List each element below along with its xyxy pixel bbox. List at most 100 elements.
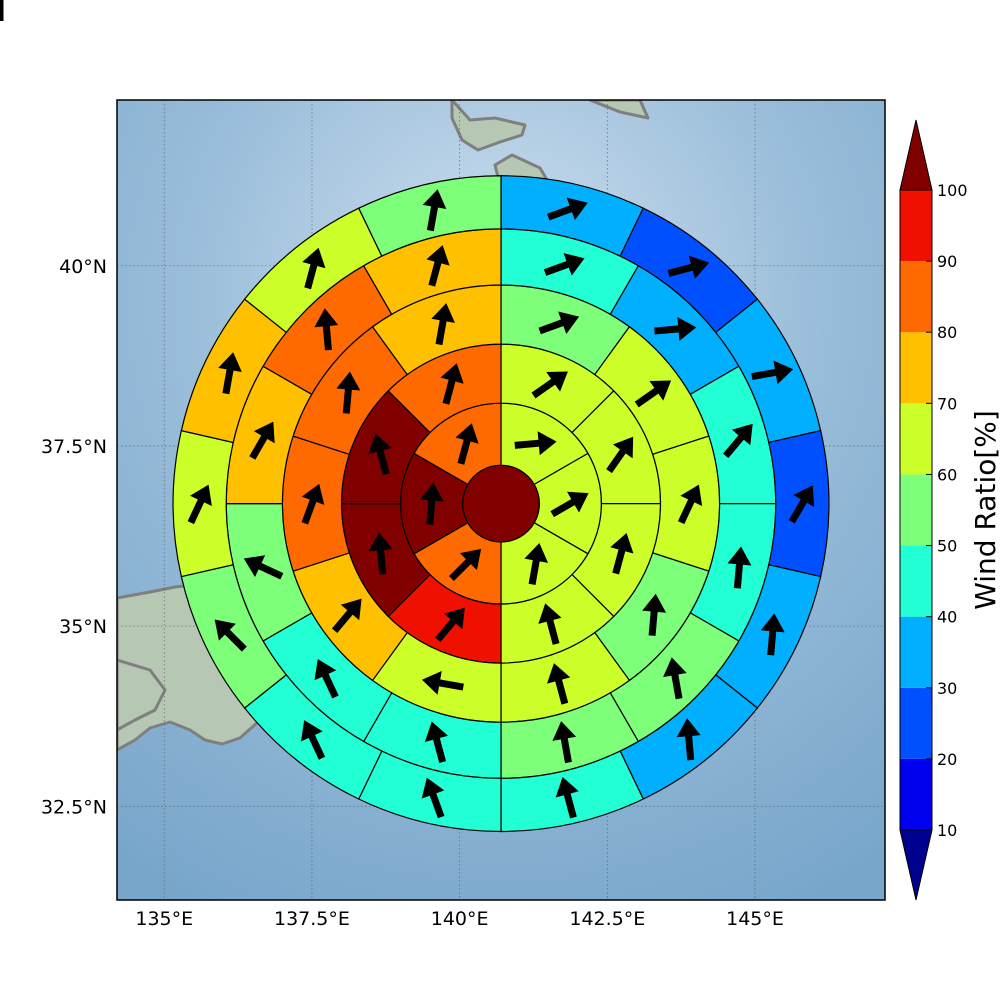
wind-arrow	[538, 311, 580, 335]
wind-arrow-shaft	[376, 548, 387, 575]
y-tick-label: 35°N	[59, 616, 107, 638]
wind-arrow	[667, 255, 710, 279]
wind-arrow	[426, 245, 450, 287]
wind-arrow	[760, 613, 785, 656]
wind-arrow-head	[760, 613, 785, 633]
colorbar-tick-label: 80	[937, 323, 957, 342]
wind-arrow-head	[677, 316, 697, 341]
wind-arrow	[676, 718, 701, 761]
wind-arrow	[642, 593, 667, 636]
wind-arrow-head	[558, 311, 580, 335]
wind-arrow-shaft	[654, 325, 681, 335]
wind-arrow-head	[426, 245, 450, 266]
wind-arrow-head	[424, 721, 449, 743]
wind-arrow	[368, 532, 393, 575]
sector-cells	[173, 176, 830, 833]
wind-arrow-shaft	[543, 260, 571, 276]
wind-arrow-shaft	[426, 204, 439, 232]
wind-arrow-head	[793, 485, 815, 508]
wind-arrow-head	[524, 543, 549, 563]
wind-arrow	[610, 533, 634, 575]
wind-arrow	[547, 663, 571, 705]
colorbar-tick-label: 10	[937, 821, 957, 840]
wind-arrow-shaft	[531, 377, 557, 399]
wind-arrow-shaft	[256, 562, 284, 580]
x-tick-label: 140°E	[431, 908, 489, 930]
wind-arrow-shaft	[528, 558, 541, 585]
wind-arrow-shaft	[723, 433, 746, 459]
wind-arrow-shaft	[547, 204, 574, 221]
wind-arrow-head	[688, 255, 710, 279]
wind-arrow-shaft	[751, 368, 779, 380]
colorbar-segment	[900, 758, 932, 830]
wind-arrow-shaft	[550, 498, 577, 518]
wind-arrow-head	[368, 433, 392, 455]
y-tick-label: 32.5°N	[41, 796, 107, 818]
x-tick-label: 145°E	[726, 908, 784, 930]
colorbar-segment	[900, 474, 932, 546]
sector-cell	[281, 435, 351, 572]
wind-arrow-head	[773, 360, 794, 385]
wind-arrow	[368, 433, 392, 476]
wind-arrow-head	[419, 482, 444, 502]
colorbar-segment	[900, 687, 932, 759]
wind-arrows	[0, 0, 815, 819]
wind-arrow-head	[680, 484, 703, 506]
wind-arrow-shaft	[376, 448, 390, 476]
wind-arrow-shaft	[331, 608, 354, 634]
wind-arrow	[543, 253, 585, 276]
colorbar-tick-label: 30	[937, 679, 957, 698]
colorbar-segment	[900, 332, 932, 404]
wind-arrow-shaft	[307, 733, 326, 760]
wind-arrow-head	[610, 533, 634, 554]
colorbar-segment	[900, 545, 932, 617]
wind-arrow-head	[563, 253, 585, 276]
wind-arrow-head	[422, 189, 447, 210]
wind-arrow-head	[421, 671, 442, 695]
wind-arrow-shaft	[187, 497, 205, 525]
wind-arrow	[243, 555, 284, 580]
wind-arrow-shaft	[249, 433, 269, 460]
wind-arrow-head	[431, 303, 455, 323]
wind-arrow-head	[727, 546, 752, 566]
wind-arrow-shaft	[437, 679, 464, 691]
colorbar-tick-label: 40	[937, 608, 957, 627]
wind-arrow-head	[676, 718, 701, 738]
wind-arrow-shaft	[788, 497, 808, 524]
wind-arrow	[300, 720, 326, 760]
colorbar-segment	[900, 616, 932, 688]
wind-arrow	[663, 657, 687, 700]
colorbar-tick-label: 60	[937, 465, 957, 484]
wind-arrow-head	[649, 380, 672, 401]
colorbar-segment	[900, 190, 932, 262]
wind-arrow-head	[440, 363, 464, 384]
wind-arrow	[538, 603, 562, 645]
wind-arrow-head	[555, 777, 579, 798]
wind-arrow	[524, 543, 549, 585]
y-tick-label: 37.5°N	[41, 436, 107, 458]
wind-arrow-shaft	[733, 562, 744, 589]
wind-arrow-shaft	[514, 439, 541, 449]
wind-arrow-shaft	[222, 367, 234, 395]
wind-arrow	[314, 308, 339, 351]
wind-arrow-shaft	[612, 547, 626, 575]
wind-arrow-shaft	[606, 447, 627, 474]
wind-arrow	[336, 371, 361, 414]
wind-arrow	[0, 0, 4, 21]
wind-arrow-head	[368, 532, 393, 552]
wind-arrow-shaft	[435, 318, 447, 346]
wind-arrow	[555, 777, 579, 819]
wind-arrow-shaft	[546, 617, 560, 645]
wind-arrow	[421, 671, 464, 695]
wind-arrow-head	[336, 371, 361, 391]
wind-arrow	[424, 721, 449, 763]
wind-arrow-head	[566, 197, 588, 221]
wind-arrow	[331, 598, 362, 634]
wind-arrow	[606, 436, 634, 474]
colorbar-tick-label: 20	[937, 750, 957, 769]
wind-arrow-head	[300, 720, 323, 742]
wind-arrow	[531, 371, 568, 399]
wind-arrow-head	[444, 607, 465, 630]
wind-arrow-shaft	[304, 262, 318, 290]
